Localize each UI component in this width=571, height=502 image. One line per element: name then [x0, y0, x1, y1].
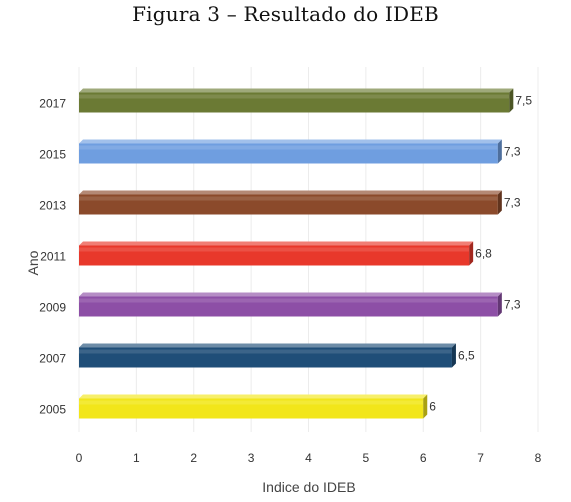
- x-tick-label: 2: [190, 451, 197, 465]
- bar-side-2009: [497, 292, 502, 317]
- bar-top-2015: [79, 139, 502, 144]
- data-label-2013: 7,3: [504, 196, 521, 210]
- y-tick-label-2013: 2013: [39, 199, 66, 213]
- bar-2005: [79, 394, 428, 419]
- y-axis-title: Ano: [25, 250, 41, 275]
- bar-top-2005: [79, 394, 428, 399]
- x-tick-label: 5: [363, 451, 370, 465]
- bar-top-2013: [79, 190, 502, 195]
- data-label-2015: 7,3: [504, 145, 521, 159]
- labels-layer: 7,5 7,3 7,3 6,8 7,3 6,5 6: [429, 94, 532, 414]
- bar-2017: [79, 88, 514, 113]
- y-tick-label-2007: 2007: [39, 352, 66, 366]
- bar-highlight-2007: [79, 349, 452, 354]
- bar-top-2009: [79, 292, 502, 297]
- bars-layer: [79, 88, 514, 419]
- x-axis-title: Indice do IDEB: [262, 479, 355, 495]
- x-tick-label: 4: [305, 451, 312, 465]
- data-label-2017: 7,5: [515, 94, 532, 108]
- bar-top-2017: [79, 88, 514, 93]
- y-tick-label-2015: 2015: [39, 148, 66, 162]
- bar-side-2011: [469, 241, 474, 266]
- bar-2011: [79, 241, 474, 266]
- bar-side-2005: [423, 394, 428, 419]
- ticks-layer: 0 1 2 3 4 5 6 7 8 2017 2015 2013 2011 2009 2007 2005: [39, 97, 541, 465]
- x-tick-label: 6: [420, 451, 427, 465]
- bar-highlight-2015: [79, 145, 498, 150]
- x-tick-label: 0: [76, 451, 83, 465]
- bar-2009: [79, 292, 502, 317]
- bar-side-2017: [509, 88, 514, 113]
- bar-side-2015: [497, 139, 502, 164]
- bar-side-2013: [497, 190, 502, 215]
- data-label-2005: 6: [429, 400, 436, 414]
- data-label-2007: 6,5: [458, 349, 475, 363]
- x-tick-label: 7: [477, 451, 484, 465]
- x-tick-label: 3: [248, 451, 255, 465]
- bar-top-2007: [79, 343, 456, 348]
- bar-side-2007: [451, 343, 456, 368]
- bar-2013: [79, 190, 502, 215]
- y-tick-label-2017: 2017: [39, 97, 66, 111]
- y-tick-label-2005: 2005: [39, 403, 66, 417]
- bar-top-2011: [79, 241, 474, 246]
- bar-highlight-2005: [79, 400, 424, 405]
- data-label-2011: 6,8: [475, 247, 492, 261]
- bar-2007: [79, 343, 456, 368]
- data-label-2009: 7,3: [504, 298, 521, 312]
- y-tick-label-2009: 2009: [39, 301, 66, 315]
- bar-highlight-2013: [79, 196, 498, 201]
- bar-2015: [79, 139, 502, 164]
- bar-highlight-2009: [79, 298, 498, 303]
- y-tick-label-2011: 2011: [40, 250, 66, 264]
- figure-caption: Figura 3 – Resultado do IDEB: [132, 2, 439, 26]
- bar-highlight-2011: [79, 247, 470, 252]
- bar-highlight-2017: [79, 94, 510, 99]
- x-tick-label: 1: [133, 451, 140, 465]
- x-tick-label: 8: [535, 451, 542, 465]
